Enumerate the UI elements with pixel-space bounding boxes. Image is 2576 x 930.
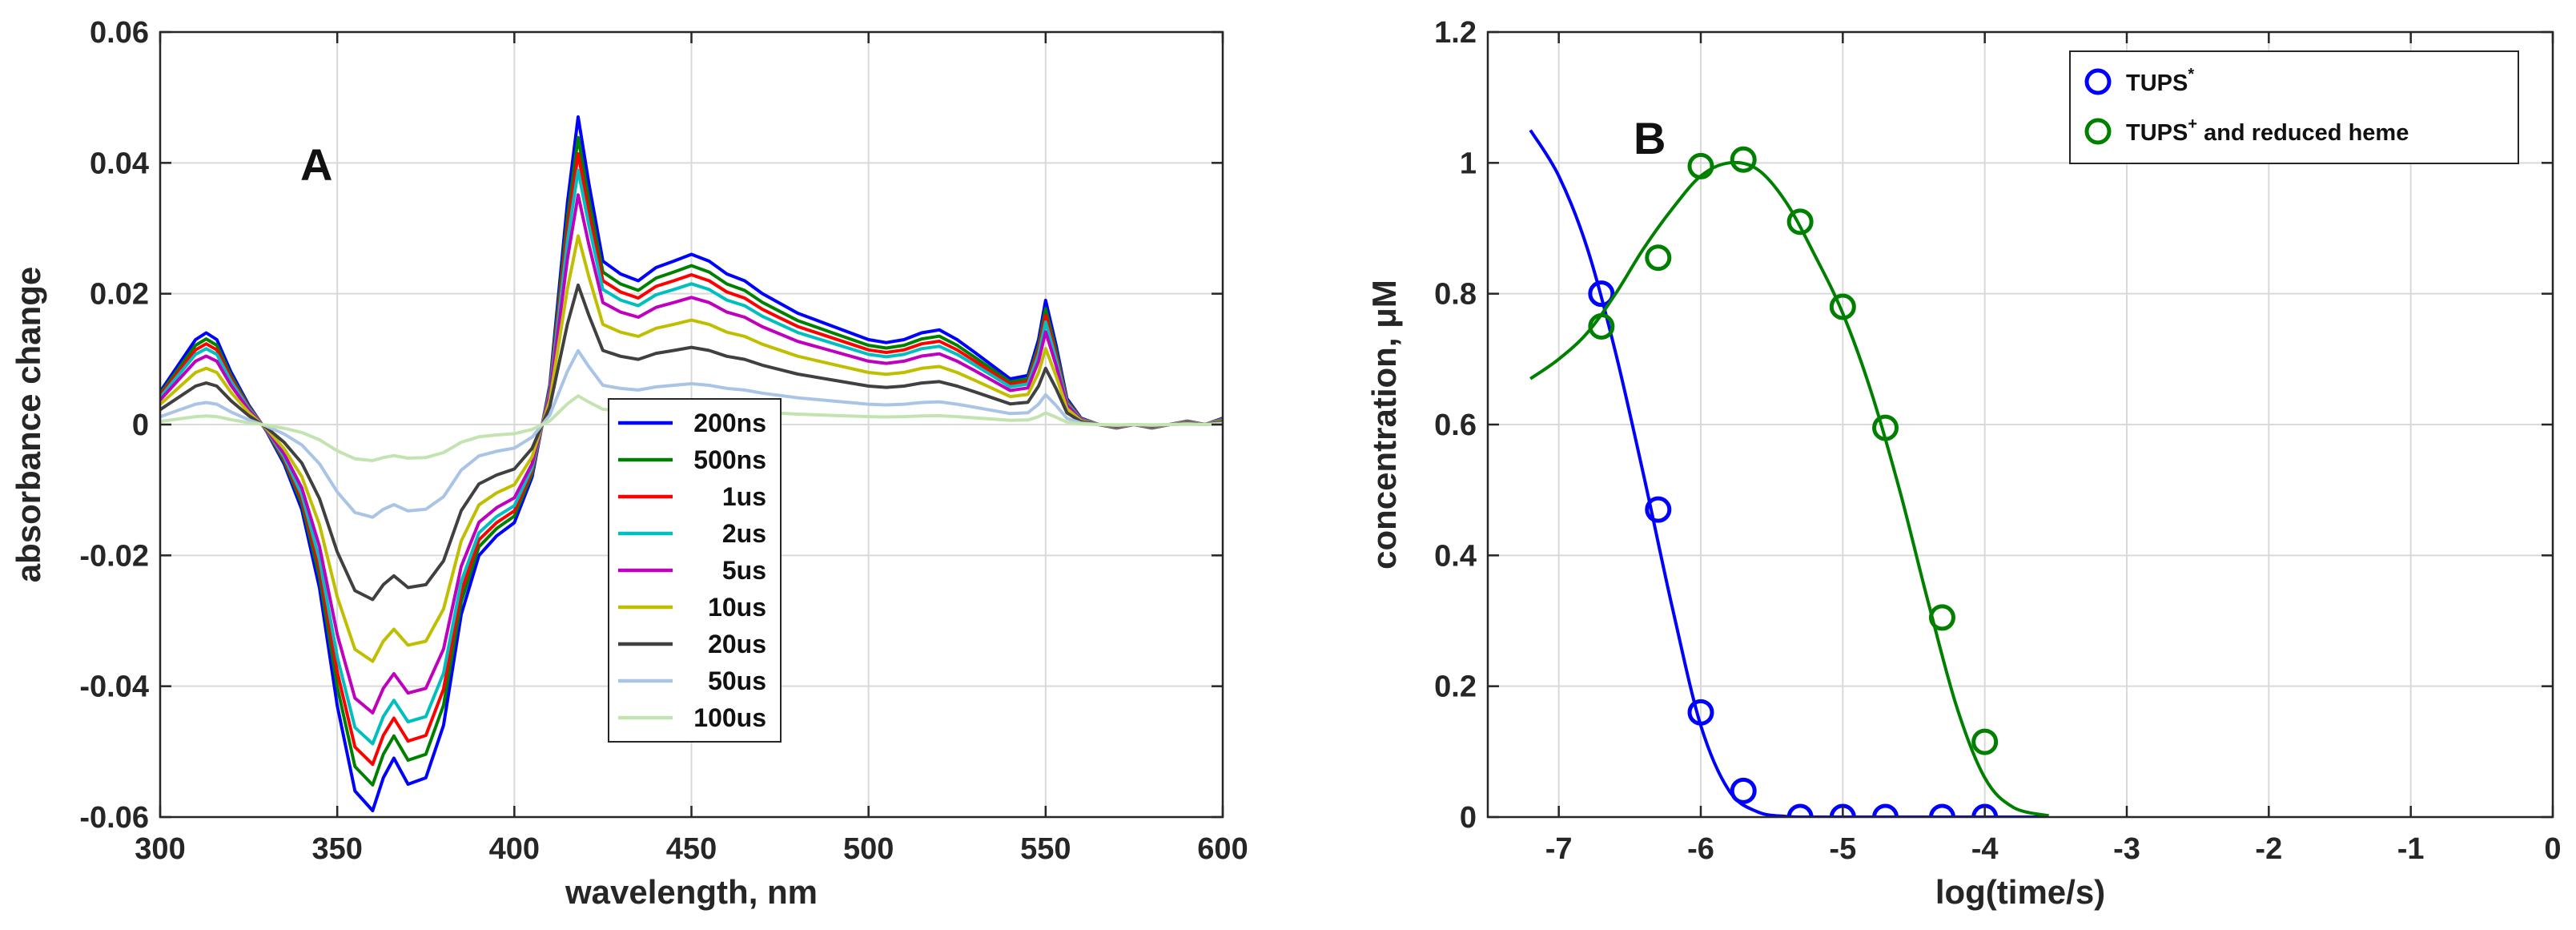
data-point-tups-excited (1588, 280, 1615, 308)
panel-b-label: B (1634, 113, 1666, 163)
panel-a-x-tick-label: 500 (843, 832, 894, 866)
legend-marker-tups-excited (2084, 68, 2112, 95)
series-line-2us (160, 168, 1223, 746)
legend-label-100us: 100us (693, 703, 766, 732)
panel-b-x-tick-label: -4 (1971, 832, 1999, 866)
panel-a-y-tick-label: 0.04 (90, 147, 149, 180)
fit-curve-tups-cation (1529, 160, 2049, 817)
legend-marker-tups-cation (2084, 118, 2112, 145)
legend-label-50us: 50us (708, 666, 766, 695)
panel-b-x-tick-label: -6 (1687, 832, 1714, 866)
panel-b-y-axis-label: concentration, μM (1365, 280, 1403, 570)
panel-b-x-tick-label: -1 (2397, 832, 2425, 866)
panel-a-legend: 200ns 500ns 1us 2us 5us 10us 20us 50us 100us (608, 398, 782, 743)
panel-a-y-tick-label: 0 (132, 409, 149, 442)
panel-b-legend: TUPS* TUPS+ and reduced heme (2069, 50, 2519, 164)
data-point-tups-cation (1687, 152, 1714, 179)
panel-a-y-tick-label: -0.02 (79, 539, 149, 573)
data-point-tups-excited (1928, 803, 1955, 817)
series-line-50us (160, 348, 1223, 519)
panel-a-x-axis-label: wavelength, nm (565, 873, 818, 911)
panel-a-y-tick-label: 0.06 (90, 16, 149, 50)
legend-label-1us: 1us (722, 482, 766, 511)
legend-label-5us: 5us (722, 556, 766, 585)
panel-a-x-tick-label: 550 (1020, 832, 1071, 866)
series-line-20us (160, 283, 1223, 602)
legend-label-20us: 20us (708, 630, 766, 658)
panel-b-x-tick-label: 0 (2544, 832, 2561, 866)
panel-b-x-axis-label: log(time/s) (1935, 873, 2105, 911)
data-point-tups-excited (1730, 777, 1757, 804)
panel-a-y-axis-label: absorbance change (10, 267, 47, 582)
fit-curve-tups-excited (1529, 129, 2049, 817)
panel-b-x-tick-label: -7 (1545, 832, 1573, 866)
panel-a-x-tick-label: 300 (135, 832, 185, 866)
legend-label-10us: 10us (708, 593, 766, 622)
panel-b-y-tick-label: 0.8 (1434, 278, 1477, 312)
series-line-200ns (160, 115, 1223, 812)
panel-a-y-tick-label: -0.04 (79, 670, 149, 704)
legend-label-500ns: 500ns (693, 445, 766, 474)
panel-b-y-tick-label: 0.2 (1434, 670, 1477, 704)
panel-a-x-tick-label: 400 (489, 832, 540, 866)
data-point-tups-cation (1829, 293, 1856, 320)
panel-a-y-tick-label: -0.06 (79, 801, 149, 835)
panel-a-y-tick-label: 0.02 (90, 278, 149, 312)
data-point-tups-excited (1687, 699, 1714, 726)
chart-panel-a: 300 350 400 450 500 550 600 -0.06 -0.04 -0.02 0 0.0… (10, 16, 1248, 911)
panel-b-y-tick-label: 1 (1460, 147, 1477, 180)
chart-panel-b: -7 -6 -5 -4 -3 -2 -1 0 0 0.2 0.4 0.6 0.8 1 1.2 log(time… (1365, 16, 2562, 911)
data-point-tups-excited (1645, 496, 1672, 523)
data-point-tups-cation (1928, 604, 1955, 631)
panel-b-x-tick-label: -5 (1829, 832, 1856, 866)
series-line-5us (160, 193, 1223, 715)
data-point-tups-cation (1645, 244, 1672, 272)
panel-b-y-tick-label: 0 (1460, 801, 1477, 835)
panel-a-label: A (300, 139, 332, 190)
panel-a-x-tick-label: 450 (666, 832, 717, 866)
data-point-tups-cation (1588, 313, 1615, 340)
panel-b-y-tick-label: 1.2 (1434, 16, 1477, 50)
data-point-tups-excited (1786, 803, 1814, 817)
panel-a-x-tick-label: 350 (311, 832, 362, 866)
panel-a-x-tick-label: 600 (1197, 832, 1248, 866)
panel-b-x-tick-label: -3 (2113, 832, 2140, 866)
data-point-tups-cation (1971, 728, 1999, 755)
panel-a-series-group (160, 115, 1223, 812)
panel-b-series-group (1529, 129, 2049, 817)
series-line-10us (160, 234, 1223, 663)
data-point-tups-cation (1872, 414, 1899, 441)
panel-b-y-tick-label: 0.4 (1434, 539, 1477, 573)
legend-label-200ns: 200ns (693, 409, 766, 437)
legend-label-tups-excited: TUPS* (2126, 66, 2194, 96)
panel-b-x-tick-label: -2 (2255, 832, 2282, 866)
panel-b-legend-box (2069, 50, 2519, 164)
legend-label-tups-cation: TUPS+ and reduced heme (2126, 115, 2409, 146)
panel-b-y-tick-label: 0.6 (1434, 409, 1477, 442)
legend-label-2us: 2us (722, 519, 766, 548)
data-point-tups-cation (1730, 146, 1757, 173)
data-point-tups-excited (1872, 803, 1899, 817)
data-point-tups-cation (1786, 208, 1814, 236)
